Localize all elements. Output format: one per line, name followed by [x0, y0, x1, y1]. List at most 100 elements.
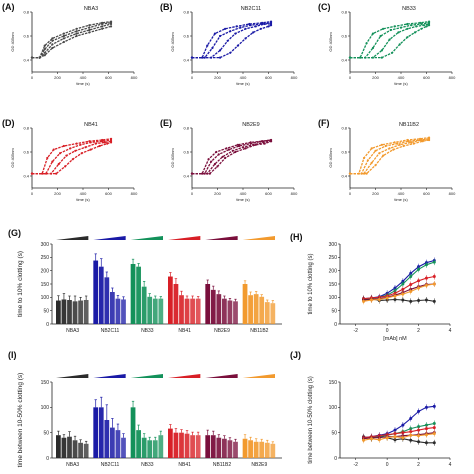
x-tick-label: 2	[417, 328, 420, 334]
x-tick-label: 0	[386, 328, 389, 334]
y-tick-label: 50	[43, 308, 49, 314]
data-point	[432, 432, 436, 436]
concentration-wedge	[56, 374, 89, 378]
y-axis-label: time to 10% clotting (s)	[308, 253, 314, 314]
data-point	[380, 56, 383, 59]
data-point	[231, 149, 234, 152]
data-point	[424, 263, 428, 267]
y-tick-label: 0.4	[183, 57, 189, 62]
y-axis-label: OD 405nm	[328, 32, 333, 52]
x-tick-label: 0	[191, 191, 194, 196]
data-point	[65, 154, 68, 157]
concentration-wedge	[56, 236, 89, 240]
bar	[184, 298, 190, 324]
data-point	[109, 22, 113, 26]
bar	[195, 298, 201, 324]
data-point	[402, 144, 405, 148]
x-tick-label: 200	[54, 75, 61, 80]
data-point	[406, 27, 409, 30]
data-point	[432, 260, 436, 264]
panel-i-axes: 0 50 100 150 time between 10-50% clotting (s…	[17, 373, 282, 468]
series-line	[192, 20, 272, 59]
data-point	[74, 149, 77, 152]
bar	[98, 407, 104, 458]
data-point	[377, 438, 381, 442]
bar	[248, 295, 253, 324]
data-point	[409, 299, 413, 303]
data-point	[58, 152, 62, 155]
data-point	[348, 172, 352, 175]
panel-d-axes: 0.4 0.6 0.8 OD 405nm 0 200 400 600 800 time (s) NB…	[10, 122, 138, 202]
bar	[72, 301, 78, 324]
bar	[56, 435, 61, 458]
data-point	[84, 146, 87, 149]
bar	[147, 296, 153, 324]
group-label: NBA3	[66, 462, 79, 468]
data-point	[89, 148, 92, 151]
bar	[83, 443, 89, 458]
bar	[130, 407, 136, 458]
data-point	[424, 441, 428, 445]
panel-label: (G)	[8, 228, 21, 238]
y-tick-label: 150	[329, 282, 338, 288]
bar	[61, 299, 67, 324]
data-point	[254, 143, 257, 146]
bar	[259, 441, 265, 458]
data-point	[369, 437, 373, 441]
data-point	[420, 27, 423, 30]
bar	[270, 303, 276, 324]
group-label: NB11B2	[250, 328, 268, 334]
x-tick-label: 800	[449, 75, 456, 80]
data-point	[229, 51, 232, 54]
data-point	[380, 143, 383, 146]
data-point	[396, 142, 399, 145]
data-point	[88, 31, 91, 34]
data-point	[432, 426, 436, 430]
panel-title: NB41	[84, 122, 98, 128]
data-point	[417, 286, 421, 290]
data-point	[366, 159, 369, 162]
series-line	[350, 23, 430, 59]
bar	[216, 294, 222, 324]
data-point	[410, 24, 413, 27]
data-point	[401, 282, 405, 286]
y-axis-label: time between 10-50% clotting (s)	[17, 373, 24, 468]
series-line	[350, 20, 430, 59]
x-tick-label: 2	[417, 462, 420, 468]
data-point	[88, 26, 91, 29]
y-tick-label: 0	[46, 322, 49, 328]
data-point	[407, 140, 410, 143]
panel-title: NB11B2	[399, 122, 419, 128]
bar	[141, 437, 147, 458]
data-point	[424, 427, 428, 431]
data-point	[238, 144, 241, 148]
bar	[93, 407, 99, 458]
fit-curve	[363, 275, 435, 300]
data-point	[239, 26, 242, 29]
y-tick-label: 0.8	[183, 125, 189, 130]
y-tick-label: 0.4	[341, 173, 347, 178]
data-point	[409, 289, 413, 293]
bar	[78, 442, 83, 458]
bar	[110, 427, 115, 458]
data-point	[409, 416, 413, 420]
group-label: NB2C11	[101, 462, 120, 468]
data-point	[422, 24, 426, 27]
data-point	[393, 294, 397, 298]
y-tick-label: 0.4	[341, 57, 347, 62]
data-point	[38, 56, 41, 59]
data-point	[406, 22, 409, 26]
data-point	[62, 40, 65, 44]
data-point	[235, 25, 238, 28]
series-line	[32, 22, 112, 59]
y-tick-label: 100	[329, 295, 338, 301]
x-tick-label: 600	[423, 191, 430, 196]
group-label: NBA3	[66, 328, 79, 334]
data-point	[88, 24, 91, 27]
data-point	[101, 25, 104, 28]
data-point	[213, 32, 217, 35]
data-point	[190, 172, 194, 175]
bar	[67, 300, 72, 324]
data-point	[46, 156, 49, 160]
data-point	[412, 142, 415, 145]
